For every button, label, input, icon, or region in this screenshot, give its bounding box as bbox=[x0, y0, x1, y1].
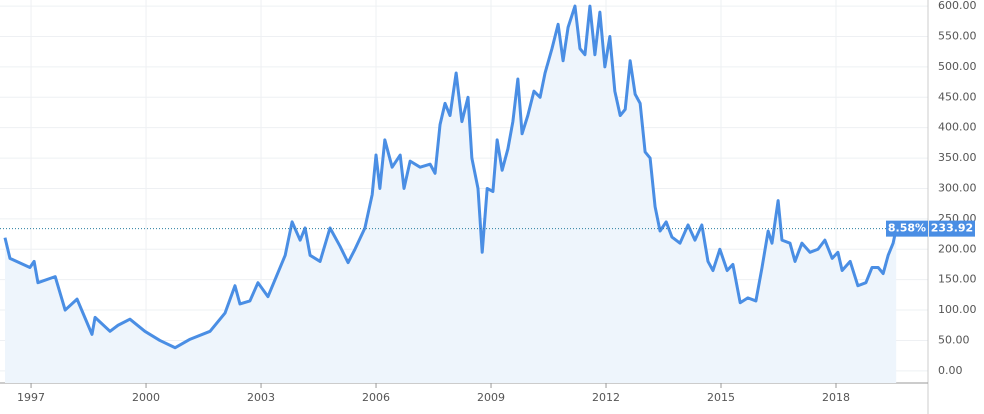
y-tick-label: 550.00 bbox=[938, 29, 977, 42]
x-tick-label: 2006 bbox=[362, 391, 390, 404]
y-tick-label: 450.00 bbox=[938, 90, 977, 103]
y-tick-label: 150.00 bbox=[938, 273, 977, 286]
change-label: 8.58% bbox=[888, 222, 926, 235]
x-tick-label: 1997 bbox=[17, 391, 45, 404]
y-tick-label: 0.00 bbox=[938, 364, 963, 377]
y-tick-label: 100.00 bbox=[938, 303, 977, 316]
line bbox=[3, 4, 898, 350]
x-tick-label: 2000 bbox=[132, 391, 160, 404]
y-tick-label: 600.00 bbox=[938, 0, 977, 12]
y-tick-label: 500.00 bbox=[938, 60, 977, 73]
x-tick-label: 2015 bbox=[707, 391, 735, 404]
last-value-box bbox=[929, 220, 975, 237]
x-tick-label: 2009 bbox=[477, 391, 505, 404]
x-tick-label: 2003 bbox=[247, 391, 275, 404]
y-tick-label: 400.00 bbox=[938, 121, 977, 134]
y-tick-label: 350.00 bbox=[938, 151, 977, 164]
y-tick-label: 200.00 bbox=[938, 242, 977, 255]
x-tick-label: 2012 bbox=[592, 391, 620, 404]
y-tick-label: 50.00 bbox=[938, 333, 970, 346]
area bbox=[4, 6, 897, 383]
change-box bbox=[886, 220, 928, 237]
last-value-label: 233.92 bbox=[931, 222, 973, 235]
x-tick-label: 2018 bbox=[822, 391, 850, 404]
y-tick-label: 300.00 bbox=[938, 181, 977, 194]
